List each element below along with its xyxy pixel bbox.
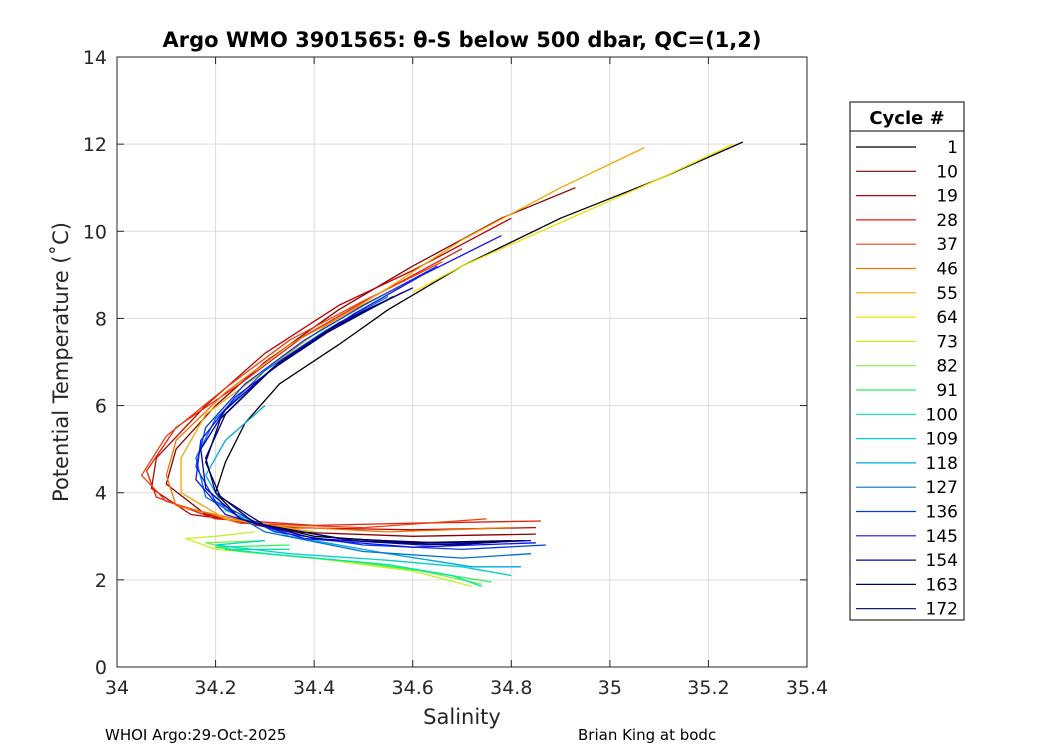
series-line-cycle-64 [412, 143, 734, 293]
legend-label-100: 100 [926, 405, 958, 425]
y-axis-ticks: 0 2 4 6 8 10 12 14 [83, 47, 807, 679]
legend-label-136: 136 [926, 503, 958, 523]
x-tick-label: 35.4 [786, 677, 828, 699]
series-line-cycle-73 [185, 531, 473, 588]
legend-entries: 1 10 19 28 37 46 55 64 73 82 91 100 109 118 127 136 145 1… [856, 138, 958, 620]
footer-left: WHOI Argo:29-Oct-2025 [105, 726, 287, 744]
legend-label-55: 55 [936, 284, 958, 304]
plot-area [116, 56, 808, 668]
y-tick-label: 6 [95, 396, 107, 418]
legend-label-82: 82 [936, 357, 958, 377]
series-line-cycle-46 [165, 274, 512, 533]
series-line-cycle-28 [145, 248, 541, 527]
legend-box [849, 101, 965, 621]
y-tick-label: 10 [83, 221, 107, 243]
legend-label-73: 73 [936, 332, 958, 352]
legend-label-19: 19 [936, 187, 958, 207]
x-axis-ticks: 34 34.2 34.4 34.6 34.8 35 35.2 35.4 [105, 57, 828, 699]
x-tick-label: 34.8 [490, 677, 532, 699]
legend-label-10: 10 [936, 162, 958, 182]
y-tick-label: 8 [95, 308, 107, 330]
series-line-cycle-109 [214, 539, 512, 577]
legend: Cycle # 1 10 19 28 37 46 55 64 73 82 91 100 109 118 12… [849, 101, 965, 621]
x-tick-label: 34 [105, 677, 129, 699]
series-line-cycle-145 [195, 235, 536, 548]
series-line-cycle-19 [150, 217, 536, 531]
legend-label-145: 145 [926, 527, 958, 547]
y-tick-label: 12 [83, 134, 107, 156]
series-line-cycle-163 [205, 291, 527, 544]
series-line-cycle-37 [140, 261, 487, 529]
x-tick-label: 35.2 [687, 677, 729, 699]
y-tick-label: 0 [95, 657, 107, 679]
series-line-cycle-1 [214, 141, 744, 544]
grid-lines [117, 57, 807, 667]
legend-label-127: 127 [926, 478, 958, 498]
x-tick-label: 35 [598, 677, 622, 699]
series-line-cycle-172 [205, 296, 522, 546]
legend-label-28: 28 [936, 211, 958, 231]
legend-label-163: 163 [926, 575, 958, 595]
legend-label-64: 64 [936, 308, 958, 328]
y-tick-label: 14 [83, 47, 107, 69]
x-axis-label: Salinity [423, 705, 501, 729]
y-tick-label: 4 [95, 483, 107, 505]
series-line-cycle-10 [165, 187, 576, 537]
x-tick-label: 34.2 [194, 677, 236, 699]
legend-label-37: 37 [936, 235, 958, 255]
legend-label-1: 1 [947, 138, 958, 158]
y-tick-label: 2 [95, 570, 107, 592]
series-line-cycle-100 [224, 548, 482, 588]
legend-label-91: 91 [936, 381, 958, 401]
x-tick-label: 34.6 [392, 677, 434, 699]
legend-label-172: 172 [926, 600, 958, 620]
x-tick-label: 34.4 [293, 677, 335, 699]
series-group [140, 141, 744, 588]
legend-label-154: 154 [926, 551, 958, 571]
legend-label-46: 46 [936, 260, 958, 280]
chart-title: Argo WMO 3901565: θ-S below 500 dbar, QC… [163, 28, 762, 52]
series-line-cycle-127 [195, 296, 532, 559]
footer-right: Brian King at bodc [578, 726, 717, 744]
y-axis-label: Potential Temperature (˚C) [49, 222, 73, 502]
legend-label-118: 118 [926, 454, 958, 474]
legend-label-109: 109 [926, 430, 958, 450]
legend-title: Cycle # [869, 108, 944, 129]
